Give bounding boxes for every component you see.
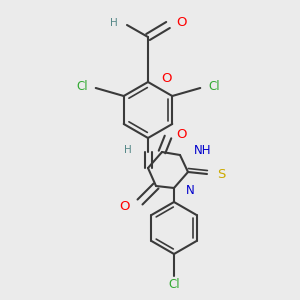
Text: Cl: Cl — [168, 278, 180, 290]
Text: O: O — [176, 128, 187, 142]
Text: H: H — [110, 18, 118, 28]
Text: H: H — [124, 145, 132, 155]
Text: O: O — [119, 200, 130, 212]
Text: Cl: Cl — [76, 80, 88, 92]
Text: O: O — [176, 16, 187, 28]
Text: O: O — [161, 73, 172, 85]
Text: NH: NH — [194, 145, 211, 158]
Text: Cl: Cl — [208, 80, 220, 92]
Text: N: N — [186, 184, 195, 196]
Text: S: S — [217, 167, 225, 181]
